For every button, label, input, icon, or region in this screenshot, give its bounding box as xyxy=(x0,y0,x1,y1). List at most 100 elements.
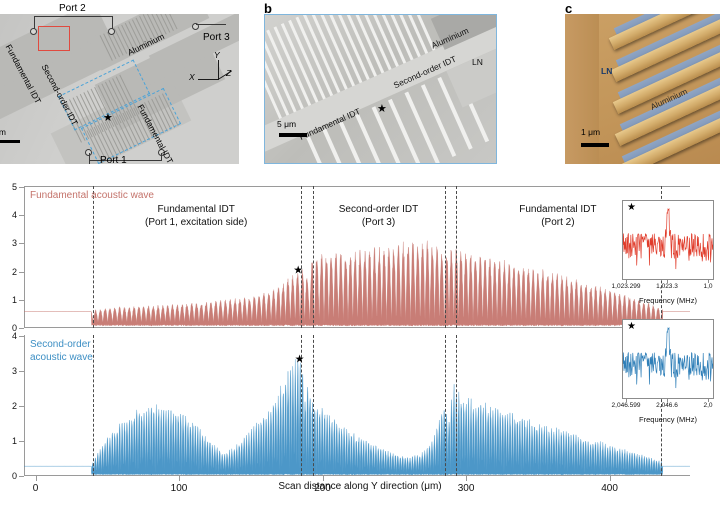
y-tick-label: 0 xyxy=(11,323,17,333)
inset-fundamental-spectrum: ★ xyxy=(622,200,714,280)
inset-second-order-spectrum: ★ xyxy=(622,319,714,399)
substrate-edge-c xyxy=(565,14,599,164)
star-marker-panel-b: ★ xyxy=(377,103,387,115)
region-divider-5 xyxy=(661,335,663,476)
inset-bot-xtitle: Frequency (MHz) xyxy=(639,415,697,424)
region-divider-1 xyxy=(301,335,302,476)
inset-bot-xlabel-3: 2,0 xyxy=(703,402,713,409)
panel-c-afm-micrograph: LN Aluminium 1 μm xyxy=(565,14,720,164)
lead-p2-bar xyxy=(33,16,113,17)
lead-p3 xyxy=(195,24,226,25)
inset-bot-tick-2 xyxy=(667,399,668,402)
axis-label-z: Z xyxy=(226,68,232,78)
inset-top-xtitle: Frequency (MHz) xyxy=(639,296,697,305)
region-divider-2 xyxy=(312,335,314,476)
scale-bar-a-label: μm xyxy=(0,127,6,137)
x-tick xyxy=(179,476,181,481)
lead-p1l xyxy=(88,161,90,164)
port-1-label: Port 1 xyxy=(100,155,127,166)
y-tick-label: 2 xyxy=(11,266,17,277)
region-label-port3: Second-order IDT (Port 3) xyxy=(339,204,418,229)
port-2-pad-right xyxy=(108,28,115,35)
y-tick xyxy=(19,371,24,373)
x-tick xyxy=(466,476,468,481)
region-label-port3-line2: (Port 3) xyxy=(361,216,396,228)
scale-bar-a xyxy=(0,140,20,143)
y-tick-label: 4 xyxy=(11,210,17,221)
star-marker-bottom-plot: ★ xyxy=(294,353,305,366)
region-label-port3-line1: Second-order IDT xyxy=(338,204,419,215)
scale-bar-b-label: 5 μm xyxy=(277,119,297,129)
y-tick xyxy=(19,336,24,338)
star-marker-top-plot: ★ xyxy=(293,264,304,277)
x-tick-label: 100 xyxy=(170,483,188,494)
y-tick xyxy=(19,215,24,217)
inset-top-xlabel-3: 1,0 xyxy=(703,283,713,290)
y-tick xyxy=(19,299,24,301)
inset-star-top: ★ xyxy=(627,202,636,213)
y-tick-label: 2 xyxy=(11,401,17,411)
plot-fundamental-acoustic-wave: 0 1 2 3 4 5 ★ Fundamental acoustic wave Funda… xyxy=(12,182,714,333)
inset-bot-xlabel-2: 2,046.6 xyxy=(656,402,678,409)
red-roi-box xyxy=(38,26,70,51)
panel-a-image: ★ Y X Z μm Fundamental IDT Second-order … xyxy=(0,14,239,164)
scan-profile-chart: 0 1 2 3 4 5 ★ Fundamental acoustic wave Funda… xyxy=(0,178,720,505)
y-tick-label: 4 xyxy=(11,331,17,341)
x-tick-label: 200 xyxy=(314,483,331,494)
panel-a-letter: a xyxy=(2,14,9,15)
region-label-port1-line2: (Port 1, excitation side) xyxy=(145,216,248,228)
x-tick xyxy=(609,476,611,481)
region-label-port2: Fundamental IDT (Port 2) xyxy=(519,204,596,229)
inset-bot-tick-3 xyxy=(708,399,709,402)
region-divider-4 xyxy=(456,186,457,328)
axis-tripod: Y X Z xyxy=(189,50,235,94)
plot-second-order-acoustic-wave: 0 1 2 3 4 0 100 200 300 400 ★ Second-order acous… xyxy=(12,319,714,494)
scale-bar-c xyxy=(581,143,609,147)
x-axis-title: Scan distance along Y direction (μm) xyxy=(0,481,720,492)
region-label-port1: Fundamental IDT (Port 1, excitation side… xyxy=(145,204,247,229)
panel-b-sem-micrograph: Aluminium LN Second-order IDT Fundamenta… xyxy=(264,14,497,164)
series-label-fundamental: Fundamental acoustic wave xyxy=(30,190,154,201)
x-axis-title-text: Scan distance along Y direction (μm) xyxy=(278,481,442,492)
inset-top-tick-3 xyxy=(708,280,709,283)
region-divider-3 xyxy=(444,335,446,476)
axis-label-y: Y xyxy=(214,50,220,60)
plot-top-border xyxy=(24,186,690,188)
x-tick-label: 300 xyxy=(457,483,475,494)
panel-b-letter: b xyxy=(264,1,272,16)
region-divider-0 xyxy=(92,335,94,476)
y-tick-label: 3 xyxy=(11,366,17,376)
y-tick-label: 5 xyxy=(11,182,17,192)
lead-p1l2 xyxy=(88,153,90,161)
second-order-waveform xyxy=(24,359,690,476)
region-label-port2-line2: (Port 2) xyxy=(541,216,575,228)
y-tick xyxy=(19,187,24,189)
y-tick xyxy=(19,476,24,478)
x-tick-label: 400 xyxy=(601,483,618,494)
inset-star-bot: ★ xyxy=(627,321,636,332)
inset-top-xlabel-2: 1,023.3 xyxy=(656,283,678,290)
axis-label-x: X xyxy=(189,72,195,82)
y-tick-label: 1 xyxy=(11,436,17,446)
x-tick xyxy=(35,476,37,481)
y-tick xyxy=(19,328,24,330)
panel-c-image: LN Aluminium 1 μm xyxy=(565,14,720,164)
inset-bot-tick-1 xyxy=(626,399,627,402)
series-label-second-order-line1: Second-order xyxy=(30,339,91,350)
plot-bot-frame xyxy=(24,335,690,476)
inset-top-tick-1 xyxy=(626,280,627,283)
inset-second-order-trace xyxy=(623,326,713,389)
region-divider-4 xyxy=(456,335,457,476)
series-label-second-order: Second-order acoustic wave xyxy=(30,339,93,364)
port-2-pad-left xyxy=(30,28,37,35)
x-tick xyxy=(322,476,324,481)
inset-fundamental-trace xyxy=(623,207,713,270)
micrograph-row: ★ Y X Z μm Fundamental IDT Second-order … xyxy=(0,0,720,178)
fundamental-waveform xyxy=(24,240,690,327)
lead-p1r xyxy=(161,153,162,161)
y-tick xyxy=(19,243,24,245)
port-3-label: Port 3 xyxy=(203,32,230,43)
region-divider-1 xyxy=(301,186,302,328)
panel-c-letter: c xyxy=(565,1,573,16)
y-tick-label: 1 xyxy=(11,294,17,305)
